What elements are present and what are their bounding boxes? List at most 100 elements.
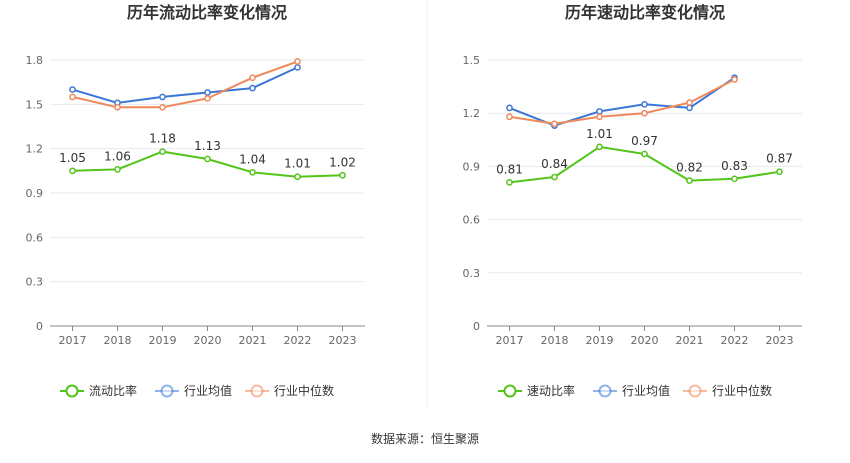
legend-marker — [65, 384, 79, 398]
data-point-company — [204, 155, 211, 163]
data-point-industry_avg — [506, 104, 513, 112]
x-tick-label: 2018 — [104, 334, 132, 347]
legend-marker — [250, 384, 264, 398]
legend-label: 流动比率 — [89, 383, 137, 398]
x-tick-label: 2020 — [194, 334, 222, 347]
legend-label: 行业中位数 — [712, 383, 772, 398]
x-tick-label: 2017 — [496, 334, 524, 347]
x-tick-label: 2021 — [676, 334, 704, 347]
chart-panel-2: 历年速动比率变化情况 0 0.3 0.6 0.9 1.2 1.5 2017 2018 2019 20… — [463, 3, 802, 398]
data-point-industry_avg — [641, 100, 648, 108]
data-point-industry_median — [641, 109, 648, 117]
data-point-company — [686, 177, 693, 184]
series-line-industry_median — [509, 78, 735, 125]
legend-item-industry_avg: 行业均值 — [155, 383, 232, 398]
legend-item-company: 流动比率 — [60, 383, 137, 398]
data-label: 1.13 — [194, 139, 221, 153]
data-label: 1.18 — [149, 132, 176, 146]
x-tick-label: 2021 — [239, 334, 267, 347]
data-label: 1.01 — [586, 127, 613, 141]
chart-title: 历年流动比率变化情况 — [127, 3, 287, 22]
data-point-company — [641, 150, 648, 158]
legend-item-industry_avg: 行业均值 — [593, 383, 670, 398]
data-point-industry_avg — [596, 108, 603, 115]
data-point-industry_median — [686, 99, 693, 106]
data-label: 1.02 — [329, 155, 356, 169]
data-label: 1.04 — [239, 152, 266, 166]
data-point-industry_avg — [686, 104, 693, 112]
legend-marker — [598, 384, 612, 398]
data-point-industry_avg — [69, 86, 76, 93]
x-tick-label: 2023 — [766, 334, 794, 347]
series-line-industry_avg — [72, 66, 298, 104]
x-tick-label: 2017 — [59, 334, 87, 347]
data-point-company — [294, 173, 301, 181]
data-point-company — [506, 179, 513, 186]
legend-item-company: 速动比率 — [498, 383, 575, 398]
y-tick-label: 0.9 — [26, 187, 44, 200]
x-tick-label: 2022 — [721, 334, 749, 347]
x-tick-label: 2023 — [329, 334, 357, 347]
legend-item-industry_median: 行业中位数 — [245, 383, 334, 398]
chart-panel-1: 历年流动比率变化情况 0 0.3 0.6 0.9 1.2 1.5 1.8 2017 2018 201… — [26, 3, 365, 398]
data-source-text: 数据来源：恒生聚源 — [371, 431, 479, 446]
data-point-industry_median — [506, 113, 513, 121]
y-tick-label: 0.6 — [26, 231, 44, 244]
data-point-industry_avg — [159, 93, 166, 101]
legend-label: 行业均值 — [622, 383, 670, 398]
x-tick-label: 2020 — [631, 334, 659, 347]
data-point-industry_median — [204, 95, 211, 102]
data-point-industry_median — [551, 120, 558, 128]
x-tick-label: 2019 — [586, 334, 614, 347]
data-point-industry_median — [159, 103, 166, 111]
series-line-industry_avg — [509, 76, 736, 127]
data-point-industry_median — [249, 74, 256, 82]
legend-item-industry_median: 行业中位数 — [683, 383, 772, 398]
data-point-company — [596, 143, 603, 151]
legend-marker — [503, 384, 517, 398]
x-tick-label: 2018 — [541, 334, 569, 347]
data-label: 0.81 — [496, 162, 523, 176]
legend-label: 行业中位数 — [274, 383, 334, 398]
y-tick-label: 1.5 — [26, 98, 44, 111]
data-point-company — [249, 168, 256, 176]
data-point-company — [339, 171, 346, 179]
data-point-industry_median — [731, 76, 738, 83]
y-tick-label: 1.2 — [463, 107, 481, 120]
x-tick-label: 2022 — [284, 334, 312, 347]
y-tick-label: 0.3 — [26, 276, 44, 289]
y-tick-label: 1.8 — [26, 54, 44, 67]
data-label: 1.06 — [104, 149, 131, 163]
y-tick-label: 1.2 — [26, 143, 44, 156]
legend-label: 行业均值 — [184, 383, 232, 398]
data-point-industry_median — [69, 93, 76, 101]
data-label: 0.84 — [541, 157, 568, 171]
y-tick-label: 0 — [36, 320, 43, 333]
data-point-company — [776, 168, 783, 176]
data-label: 1.01 — [284, 157, 311, 171]
y-tick-label: 0 — [473, 320, 480, 333]
data-point-company — [114, 166, 121, 173]
data-point-company — [731, 175, 738, 183]
data-point-industry_avg — [249, 84, 256, 92]
data-label: 1.05 — [59, 151, 86, 165]
data-point-industry_median — [294, 58, 301, 65]
y-tick-label: 1.5 — [463, 54, 481, 67]
data-point-industry_median — [114, 103, 121, 111]
data-label: 0.87 — [766, 152, 793, 166]
legend-marker — [688, 384, 702, 398]
chart-title: 历年速动比率变化情况 — [565, 3, 725, 22]
data-point-industry_avg — [294, 64, 301, 71]
data-point-company — [69, 167, 76, 175]
data-label: 0.83 — [721, 159, 748, 173]
data-label: 0.97 — [631, 134, 658, 148]
legend-marker — [160, 384, 174, 398]
y-tick-label: 0.9 — [463, 160, 481, 173]
data-point-company — [159, 148, 166, 155]
data-label: 0.82 — [676, 161, 703, 175]
legend-label: 速动比率 — [527, 383, 575, 398]
series-line-industry_median — [72, 60, 298, 109]
data-point-company — [551, 173, 558, 181]
